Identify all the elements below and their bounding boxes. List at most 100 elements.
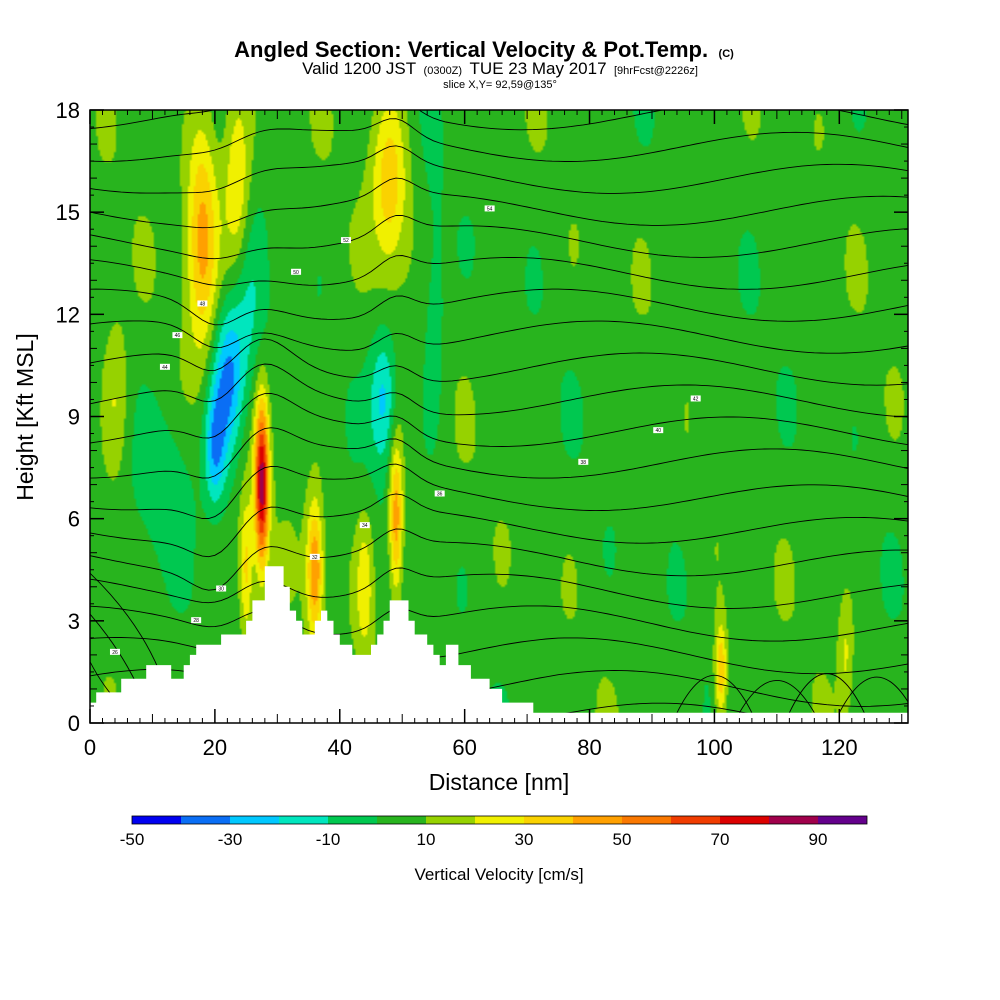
svg-text:52: 52: [343, 238, 349, 244]
x-tick-label: 20: [203, 735, 227, 760]
svg-text:32: 32: [312, 555, 318, 561]
contour-labels: 26 28 30 32 34 36 38 40 42 44 46 48 50 52 54: [109, 205, 701, 656]
theta-contour: [90, 605, 908, 642]
contour-label: 38: [578, 458, 589, 466]
y-tick-label: 15: [56, 200, 80, 225]
x-tick-label: 0: [84, 735, 96, 760]
theta-contour: [90, 363, 908, 418]
theta-contour: [90, 288, 908, 326]
colorbar: -50 -30 -10 10 30 50 70 90: [120, 815, 868, 849]
colorbar-swatch: [230, 816, 279, 824]
chart-slice-info: slice X,Y= 92,59@135°: [443, 79, 557, 91]
contour-label: 32: [309, 553, 320, 561]
y-axis-label: Height [Kft MSL]: [12, 333, 38, 500]
colorbar-tick-label: -50: [120, 830, 145, 849]
svg-text:36: 36: [437, 491, 443, 497]
contour-label: 52: [341, 237, 352, 244]
y-tick-label: 6: [68, 507, 80, 532]
colorbar-swatch: [573, 816, 622, 824]
theta-contour: [90, 110, 908, 131]
contour-label: 44: [159, 363, 170, 371]
colorbar-label: Vertical Velocity [cm/s]: [414, 865, 583, 884]
colorbar-swatch: [426, 816, 475, 824]
svg-text:26: 26: [112, 650, 118, 656]
colorbar-swatch: [132, 816, 181, 824]
colorbar-tick-label: 70: [711, 830, 730, 849]
plot-area: 26 28 30 32 34 36 38 40 42 44 46 48 50 52 54: [90, 110, 908, 723]
x-tick-label: 80: [577, 735, 601, 760]
contour-label: 50: [291, 268, 302, 276]
theta-contour: [90, 427, 908, 479]
theta-contour: [788, 673, 865, 713]
theta-contour: [90, 177, 908, 229]
terrain: [90, 566, 908, 723]
chart-subtitle: Valid 1200 JST (0300Z) TUE 23 May 2017 […: [302, 59, 698, 78]
colorbar-swatch: [524, 816, 573, 824]
colorbar-swatch: [279, 816, 328, 824]
colorbar-swatch: [328, 816, 377, 824]
colorbar-tick-label: 10: [417, 830, 436, 849]
theta-contour: [90, 338, 908, 386]
theta-contour: [838, 676, 908, 713]
contour-label: 28: [191, 617, 202, 624]
theta-contour: [90, 118, 908, 162]
x-tick-label: 100: [696, 735, 733, 760]
x-tick-label: 60: [452, 735, 476, 760]
svg-text:48: 48: [200, 301, 206, 307]
svg-text:28: 28: [193, 618, 199, 624]
y-tick-label: 3: [68, 609, 80, 634]
y-tick-label: 9: [68, 405, 80, 430]
contour-label: 46: [172, 332, 183, 339]
x-axis: 0 20 40 60 80 100 120: [84, 110, 903, 760]
theta-contour: [90, 463, 908, 519]
theta-contour: [90, 214, 908, 260]
contour-label: 40: [653, 427, 664, 434]
colorbar-tick-label: 50: [613, 830, 632, 849]
contour-label: 26: [109, 648, 120, 656]
theta-contour: [739, 679, 815, 714]
theta-contour: [90, 145, 908, 194]
colorbar-swatch: [671, 816, 720, 824]
theta-contour: [90, 320, 908, 354]
y-tick-label: 0: [68, 711, 80, 736]
vertical-velocity-field: [90, 110, 908, 723]
colorbar-swatch: [769, 816, 818, 824]
x-tick-label: 40: [328, 735, 352, 760]
theta-contour: [90, 567, 908, 609]
x-tick-label: 120: [821, 735, 858, 760]
contour-label: 42: [690, 395, 701, 402]
colorbar-swatch: [377, 816, 426, 824]
theta-contour: [90, 392, 908, 447]
svg-text:42: 42: [693, 396, 699, 402]
contour-label: 34: [359, 522, 370, 529]
svg-text:38: 38: [581, 460, 587, 466]
svg-text:50: 50: [293, 270, 299, 276]
colorbar-swatch: [720, 816, 769, 824]
y-tick-label: 18: [56, 98, 80, 123]
contour-label: 54: [484, 205, 495, 212]
svg-text:46: 46: [175, 333, 181, 339]
colorbar-swatch: [475, 816, 524, 824]
colorbar-tick-label: 30: [515, 830, 534, 849]
y-tick-label: 12: [56, 302, 80, 327]
colorbar-swatch: [181, 816, 230, 824]
contour-label: 48: [197, 300, 208, 307]
svg-text:30: 30: [218, 587, 224, 593]
potential-temperature-contours: [90, 110, 908, 723]
contour-label: 36: [434, 490, 445, 497]
colorbar-swatch: [622, 816, 671, 824]
svg-text:40: 40: [655, 428, 661, 434]
svg-text:34: 34: [362, 523, 368, 529]
colorbar-tick-label: 90: [809, 830, 828, 849]
theta-contour: [90, 493, 908, 558]
x-axis-label: Distance [nm]: [429, 769, 570, 795]
svg-text:54: 54: [487, 206, 493, 212]
colorbar-tick-label: -10: [316, 830, 341, 849]
theta-contour: [676, 674, 753, 713]
theta-contour: [90, 255, 908, 290]
colorbar-swatch: [818, 816, 867, 824]
theta-contour: [90, 528, 908, 591]
chart-title: Angled Section: Vertical Velocity & Pot.…: [234, 37, 734, 62]
